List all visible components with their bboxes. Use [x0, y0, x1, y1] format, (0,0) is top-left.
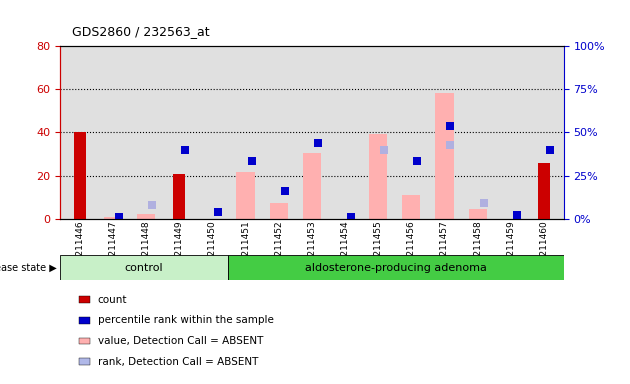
- Bar: [137, 214, 155, 219]
- Bar: [538, 163, 550, 219]
- Text: GDS2860 / 232563_at: GDS2860 / 232563_at: [72, 25, 210, 38]
- Bar: [402, 195, 420, 219]
- Bar: [369, 134, 387, 219]
- Text: control: control: [125, 263, 163, 273]
- Bar: [104, 217, 122, 219]
- Text: aldosterone-producing adenoma: aldosterone-producing adenoma: [305, 263, 487, 273]
- Bar: [173, 174, 185, 219]
- Text: rank, Detection Call = ABSENT: rank, Detection Call = ABSENT: [98, 357, 258, 367]
- Bar: [270, 204, 288, 219]
- Bar: [469, 209, 487, 219]
- Bar: [228, 255, 564, 280]
- Bar: [303, 153, 321, 219]
- Text: percentile rank within the sample: percentile rank within the sample: [98, 315, 273, 325]
- Bar: [60, 255, 228, 280]
- Bar: [435, 93, 454, 219]
- Bar: [236, 172, 255, 219]
- Text: value, Detection Call = ABSENT: value, Detection Call = ABSENT: [98, 336, 263, 346]
- Bar: [74, 132, 86, 219]
- Text: disease state ▶: disease state ▶: [0, 263, 57, 273]
- Text: count: count: [98, 295, 127, 305]
